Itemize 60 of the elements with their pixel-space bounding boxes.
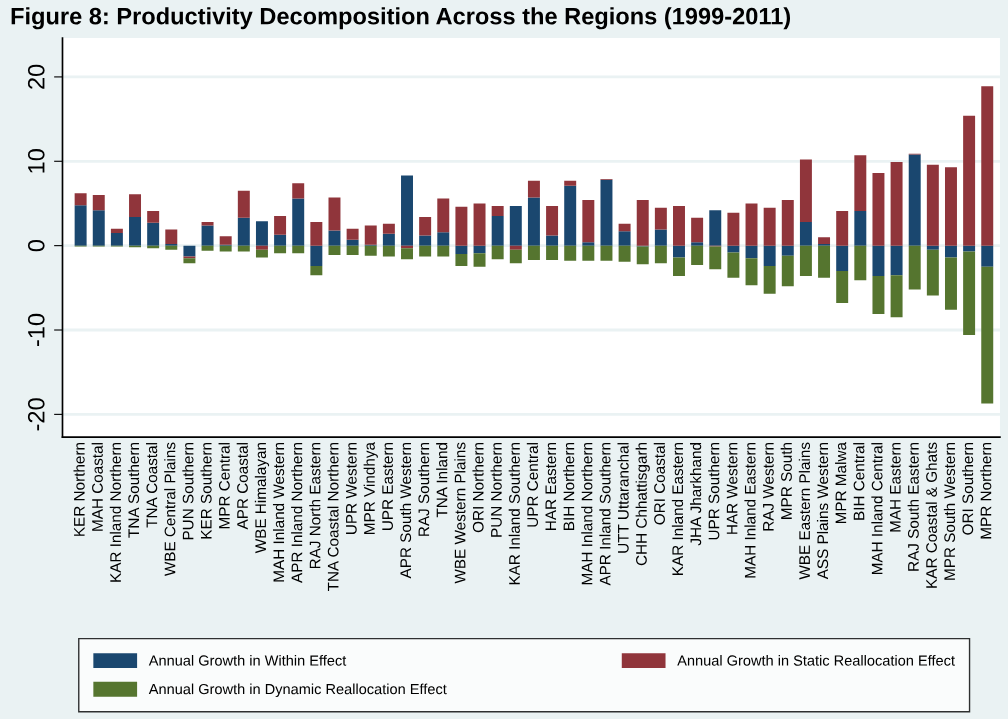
x-tick-label: MAH Coastal	[91, 443, 103, 531]
x-tick-label: WBE Himalayan	[254, 443, 270, 554]
legend-label: Annual Growth in Static Reallocation Effect	[677, 654, 955, 666]
chart-title: Figure 8: Productivity Decomposition Across the Regions (1999-2011)	[11, 7, 791, 30]
x-tick-label: MAH Inland Eastern	[744, 443, 756, 578]
x-tick-label: WBE Western Plains	[454, 442, 466, 584]
legend-label: Annual Growth in Dynamic Reallocation Effect	[148, 683, 447, 698]
x-tick-label: HAR Eastern	[545, 443, 557, 530]
x-tick-label: MPR South	[780, 443, 792, 519]
legend-label: Annual Growth in Within Effect	[148, 654, 347, 666]
x-tick-label: KAR Coastal & Ghats	[925, 442, 937, 588]
x-tick-label: JHA Jharkhand	[690, 442, 702, 546]
x-tick-label: KAR Inland Northern	[109, 443, 121, 582]
x-tick-label: RAJ Southern	[418, 443, 430, 536]
x-tick-label: HAR Western	[726, 443, 738, 534]
x-tick-label: UPR Southern	[708, 443, 720, 540]
x-tick-label: ORI Coastal	[653, 443, 665, 525]
x-tick-label: MAH Inland Western	[272, 443, 285, 582]
x-tick-label: RAJ South Eastern	[907, 443, 919, 571]
x-tick-label: ASS Plains Western	[816, 443, 829, 580]
y-tick-label: 0	[27, 240, 45, 252]
y-tick-label: -20	[27, 398, 45, 431]
x-tick-label: BIH Northern	[563, 443, 575, 530]
x-tick-label: PUN Southern	[182, 443, 194, 540]
x-tick-label: KAR Inland Eastern	[671, 443, 684, 575]
x-tick-label: WBE Central Plains	[164, 442, 176, 577]
x-tick-label: KER Northern	[73, 443, 85, 536]
x-tick-label: CHH Chhattisgarh	[635, 443, 650, 566]
x-tick-label: APR Coastal	[236, 443, 248, 530]
x-tick-label: TNA Coastal	[146, 443, 158, 528]
y-tick-label: 20	[27, 64, 45, 89]
x-tick-label: MAH Eastern	[890, 443, 901, 532]
x-tick-label: BIH Central	[853, 443, 865, 520]
x-tick-label: ORI Northern	[472, 443, 484, 533]
x-tick-label: MPR Central	[218, 443, 230, 529]
y-tick-label: 10	[27, 149, 45, 173]
x-tick-label: KER Southern	[200, 443, 212, 539]
x-tick-label: UTT Uttaranchal	[617, 443, 629, 553]
x-tick-label: RAJ Western	[763, 443, 774, 531]
x-tick-label: APR Inland Northern	[291, 443, 303, 583]
x-tick-label: TNA Southern	[127, 443, 140, 538]
x-tick-label: APR South Western	[399, 443, 412, 579]
x-tick-label: KAR Inland Southern	[508, 443, 520, 585]
x-tick-label: UPR Western	[346, 443, 357, 534]
x-tick-label: UPR Eastern	[382, 443, 393, 530]
x-tick-label: WBE Eastern Plains	[798, 442, 811, 580]
x-tick-label: MPR Vindhya	[363, 442, 378, 534]
x-tick-label: RAJ North Eastern	[309, 443, 321, 569]
x-tick-label: MPR Malwa	[835, 442, 847, 524]
x-tick-label: APR Inland Southern	[599, 443, 611, 586]
x-tick-label: MAH Inland Central	[871, 443, 883, 575]
x-tick-label: UPR Central	[526, 443, 539, 527]
x-tick-label: MPR South Western	[943, 443, 956, 580]
x-tick-label: PUN Northern	[490, 443, 502, 537]
x-tick-label: MAH Inland Northern	[581, 443, 593, 585]
x-tick-label: MPR Northern	[980, 443, 992, 539]
y-tick-label: -10	[27, 313, 45, 347]
x-tick-label: TNA Coastal Northern	[327, 443, 339, 592]
x-tick-label: TNA Inland	[436, 442, 448, 518]
x-tick-label: ORI Southern	[961, 443, 974, 535]
